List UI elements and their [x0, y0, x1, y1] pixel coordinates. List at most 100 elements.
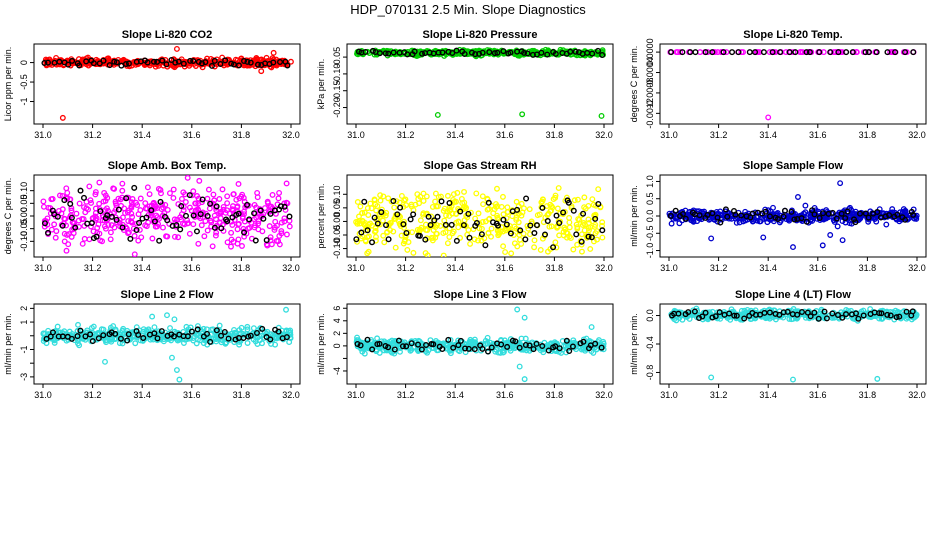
highlight-point	[465, 210, 472, 217]
highlight-point	[486, 49, 493, 56]
y-tick-label: 6	[332, 306, 342, 311]
highlight-point	[903, 308, 910, 315]
highlight-point	[286, 213, 293, 220]
data-point	[99, 238, 106, 245]
data-point	[417, 217, 424, 224]
data-point	[538, 199, 545, 206]
data-point	[380, 193, 387, 200]
x-tick-label: 31.4	[759, 130, 777, 140]
highlight-point	[124, 337, 131, 344]
highlight-point	[197, 211, 204, 218]
data-point	[209, 243, 216, 250]
y-tick-label: 0	[19, 60, 29, 65]
x-tick-label: 31.2	[710, 263, 728, 273]
highlight-point	[516, 344, 523, 351]
data-point	[391, 215, 398, 222]
highlight-point	[69, 57, 76, 64]
data-point	[354, 238, 361, 245]
y-tick-label: 2	[19, 306, 29, 311]
data-point	[186, 230, 193, 237]
y-tick-label: -0.05	[19, 218, 29, 239]
data-point	[795, 194, 801, 200]
data-point	[354, 199, 361, 205]
highlight-point	[203, 330, 210, 337]
data-point	[422, 250, 429, 256]
highlight-point	[399, 343, 406, 350]
data-point	[270, 49, 277, 56]
data-point	[178, 195, 185, 202]
data-point	[420, 190, 427, 197]
highlight-point	[277, 203, 284, 210]
chart-panel-9: Slope Line 4 (LT) Flow ml/min per min. -0.…	[629, 289, 927, 400]
highlight-point	[90, 60, 97, 67]
y-tick-label: 0.0	[645, 210, 655, 223]
highlight-point	[852, 219, 859, 226]
highlight-point	[720, 49, 727, 56]
y-axis-label: ml/min per min.	[629, 185, 639, 247]
highlight-point	[494, 49, 501, 56]
data-point	[142, 200, 149, 207]
highlight-point	[41, 220, 48, 227]
data-point	[582, 346, 589, 352]
highlight-point	[354, 340, 361, 347]
highlight-point	[573, 231, 580, 238]
data-point	[420, 210, 427, 217]
highlight-point	[241, 229, 248, 236]
data-point	[432, 190, 439, 197]
data-point	[180, 340, 187, 346]
data-point	[440, 230, 447, 237]
highlight-point	[738, 212, 745, 219]
highlight-point	[709, 210, 716, 217]
data-point	[68, 207, 75, 214]
data-point	[253, 55, 260, 61]
highlight-point	[283, 334, 290, 341]
highlight-point	[385, 50, 392, 57]
highlight-point	[450, 344, 457, 351]
data-point	[598, 113, 605, 119]
data-point	[409, 47, 415, 54]
y-tick-label: -0.0012	[645, 98, 655, 129]
x-tick-label: 31.0	[660, 130, 678, 140]
highlight-point	[485, 199, 492, 206]
x-tick-label: 32.0	[908, 130, 926, 140]
highlight-point	[263, 237, 270, 244]
data-point	[446, 234, 453, 240]
highlight-point	[267, 336, 274, 343]
y-axis-label: percent per min.	[316, 183, 326, 248]
highlight-point	[761, 309, 768, 316]
y-tick-label: -0.5	[645, 226, 655, 242]
data-point	[41, 217, 48, 224]
data-point	[587, 246, 594, 252]
data-point	[81, 235, 88, 242]
highlight-point	[478, 231, 485, 238]
data-point	[283, 180, 290, 187]
data-point	[276, 232, 283, 239]
data-point	[40, 330, 47, 337]
data-point	[471, 236, 478, 243]
highlight-point	[521, 49, 528, 56]
data-point	[365, 212, 372, 218]
data-point	[278, 228, 285, 235]
data-point	[131, 251, 138, 257]
data-point	[839, 237, 846, 244]
data-point	[92, 191, 99, 198]
highlight-point	[65, 61, 72, 68]
x-tick-label: 31.4	[446, 130, 464, 140]
highlight-point	[374, 220, 381, 227]
data-point	[479, 219, 486, 225]
data-point	[276, 189, 283, 196]
data-point	[574, 196, 581, 203]
x-tick-label: 31.0	[347, 130, 365, 140]
y-tick-label: 0.05	[332, 199, 342, 217]
y-tick-label: 0	[332, 343, 342, 348]
x-tick-label: 32.0	[282, 130, 300, 140]
data-point	[513, 215, 520, 221]
highlight-point	[172, 59, 179, 66]
data-point	[404, 246, 411, 253]
highlight-point	[692, 49, 699, 56]
data-point	[673, 215, 680, 222]
data-point	[581, 194, 588, 201]
highlight-point	[225, 335, 232, 342]
data-point	[272, 210, 279, 217]
highlight-point	[461, 51, 468, 58]
